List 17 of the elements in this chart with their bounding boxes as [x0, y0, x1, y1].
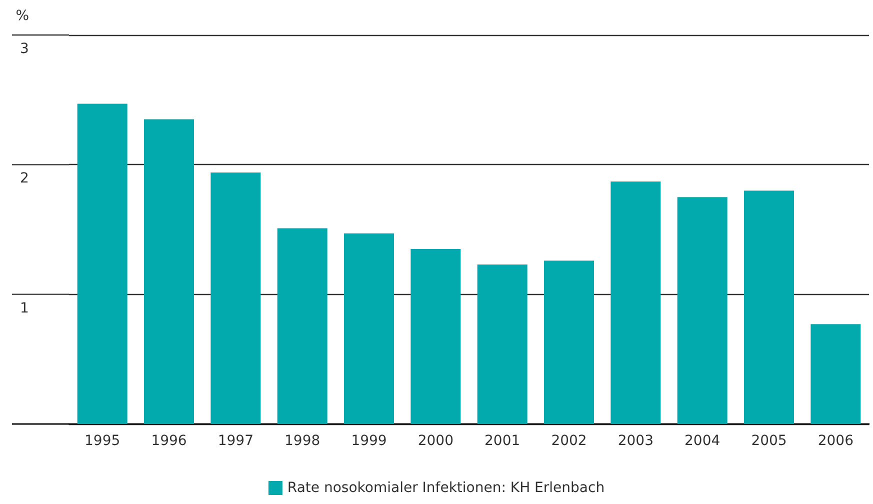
y-tick-label: 3: [20, 41, 29, 57]
x-tick-label: 1999: [351, 433, 387, 449]
x-tick-label: 2003: [618, 433, 654, 449]
x-tick-label: 2001: [484, 433, 520, 449]
x-tick-label: 2004: [684, 433, 720, 449]
y-axis-title: %: [16, 8, 29, 24]
x-tick-label: 1996: [151, 433, 187, 449]
y-tick-label: 2: [20, 170, 29, 187]
x-tick-label: 2006: [818, 433, 854, 449]
y-tick-label: 1: [20, 300, 29, 316]
x-tick-label: 2005: [751, 433, 787, 449]
x-tick-label: 1998: [284, 433, 320, 449]
legend-label: Rate nosokomialer Infektionen: KH Erlenbach: [287, 480, 605, 496]
x-tick-label: 1997: [218, 433, 254, 449]
x-tick-label: 1995: [84, 433, 120, 449]
x-tick-label: 2002: [551, 433, 587, 449]
x-tick-label: 2000: [418, 433, 454, 449]
